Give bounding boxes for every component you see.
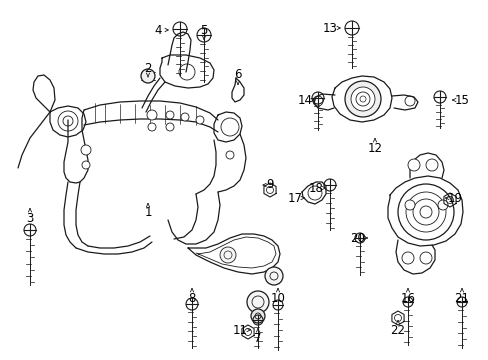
Text: 19: 19 xyxy=(447,192,462,204)
Text: 18: 18 xyxy=(308,181,323,194)
Text: 21: 21 xyxy=(453,292,468,305)
Text: 2: 2 xyxy=(144,62,151,75)
Circle shape xyxy=(181,113,189,121)
Text: 1: 1 xyxy=(144,207,151,220)
Text: 3: 3 xyxy=(26,211,34,225)
Text: 17: 17 xyxy=(287,192,302,204)
Text: 20: 20 xyxy=(350,231,365,244)
Text: 5: 5 xyxy=(200,23,207,36)
Text: 16: 16 xyxy=(400,292,415,305)
Circle shape xyxy=(82,161,90,169)
Circle shape xyxy=(225,151,234,159)
Text: 13: 13 xyxy=(322,22,337,35)
Circle shape xyxy=(397,184,453,240)
Circle shape xyxy=(246,291,268,313)
Text: 7: 7 xyxy=(254,332,261,345)
Text: 15: 15 xyxy=(454,94,468,107)
Circle shape xyxy=(196,116,203,124)
Circle shape xyxy=(345,81,380,117)
Text: 6: 6 xyxy=(234,68,241,81)
Circle shape xyxy=(264,267,283,285)
Circle shape xyxy=(404,200,414,210)
Text: 10: 10 xyxy=(270,292,285,305)
Circle shape xyxy=(350,87,374,111)
Circle shape xyxy=(419,252,431,264)
Circle shape xyxy=(165,111,174,119)
Text: 12: 12 xyxy=(367,141,382,154)
Circle shape xyxy=(425,159,437,171)
Circle shape xyxy=(141,69,155,83)
Text: 4: 4 xyxy=(154,23,162,36)
Circle shape xyxy=(437,200,447,210)
Text: 22: 22 xyxy=(390,324,405,337)
Text: 14: 14 xyxy=(297,94,312,107)
Circle shape xyxy=(147,110,157,120)
Text: 11: 11 xyxy=(232,324,247,337)
Circle shape xyxy=(401,252,413,264)
Circle shape xyxy=(81,145,91,155)
Circle shape xyxy=(165,123,174,131)
Text: 8: 8 xyxy=(188,292,195,305)
Circle shape xyxy=(220,247,236,263)
Text: 9: 9 xyxy=(265,179,273,192)
Circle shape xyxy=(148,123,156,131)
Circle shape xyxy=(250,309,264,323)
Circle shape xyxy=(407,159,419,171)
